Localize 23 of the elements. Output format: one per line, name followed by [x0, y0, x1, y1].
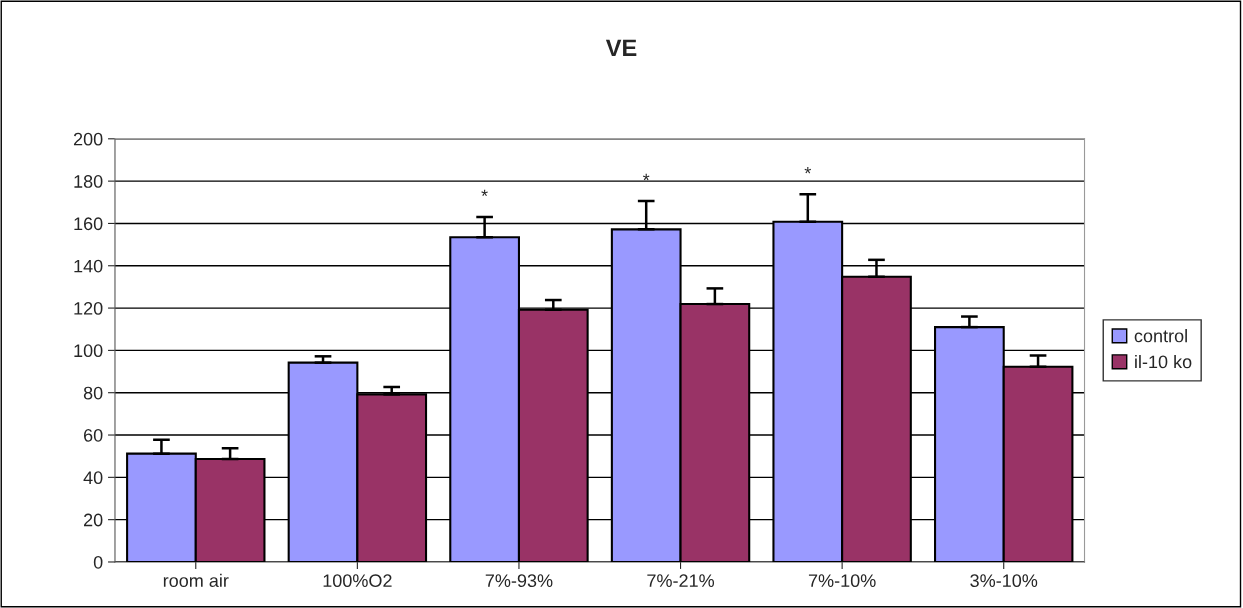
x-tick-label: 7%-93% — [485, 574, 553, 588]
annotation: * — [804, 167, 812, 174]
x-tick-label: room air — [163, 573, 229, 588]
legend-label: control — [1134, 329, 1187, 343]
annotation: * — [642, 173, 650, 181]
y-tick-label: 140 — [74, 259, 103, 273]
annotation: * — [481, 189, 488, 197]
chart-title: VE — [605, 39, 637, 56]
y-tick-label: 120 — [74, 302, 103, 315]
y-tick-label: 200 — [73, 132, 103, 146]
x-tick-label: 7%-21% — [647, 574, 715, 587]
y-tick-label: 180 — [74, 175, 103, 188]
y-tick-label: 0 — [93, 555, 103, 569]
y-tick-label: 80 — [83, 386, 103, 400]
y-tick-label: 160 — [74, 217, 103, 231]
y-tick-label: 20 — [84, 513, 103, 527]
y-tick-label: 60 — [84, 428, 103, 442]
x-tick-label: 3%-10% — [970, 574, 1038, 588]
y-tick-label: 40 — [83, 471, 103, 485]
x-tick-label: 7%-10% — [808, 574, 876, 588]
x-tick-label: 100%O2 — [323, 574, 392, 588]
y-tick-label: 100 — [74, 344, 103, 358]
legend-label: il-10 ko — [1135, 355, 1192, 369]
